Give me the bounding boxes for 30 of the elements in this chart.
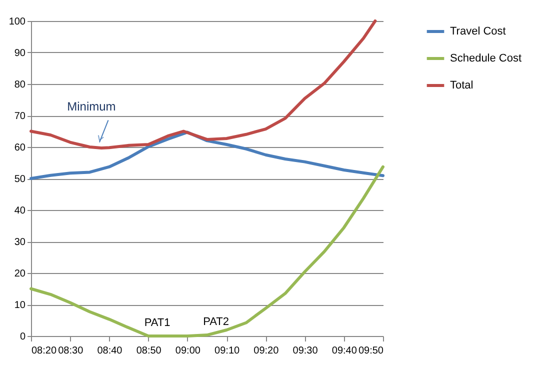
y-tick-label: 50 xyxy=(14,174,26,185)
x-tick-label: 09:50 xyxy=(358,346,384,356)
y-tick-label: 100 xyxy=(8,16,26,28)
x-tick-label: 09:40 xyxy=(332,346,358,356)
x-tick-label: 09:30 xyxy=(292,346,318,356)
y-tick-label: 10 xyxy=(14,300,26,311)
line-series xyxy=(30,130,384,180)
x-tick-label: 09:10 xyxy=(214,346,240,356)
y-tick-label: 0 xyxy=(20,332,26,342)
line-series xyxy=(30,20,377,150)
y-tick-label: 30 xyxy=(14,237,26,248)
annotation: PAT2 xyxy=(203,316,229,328)
legend-label: Schedule Cost xyxy=(450,52,522,64)
x-tick-label: 08:40 xyxy=(97,346,123,356)
x-tick-label: 09:20 xyxy=(254,346,280,356)
legend-label: Total xyxy=(450,80,474,92)
line-series xyxy=(30,165,384,338)
x-tick-label: 08:50 xyxy=(136,346,162,356)
annotation: Minimum xyxy=(67,99,116,114)
y-tick-label: 80 xyxy=(14,80,26,90)
y-tick-label: 60 xyxy=(14,142,26,154)
legend-label: Travel Cost xyxy=(450,26,506,38)
y-tick-label: 40 xyxy=(14,206,26,216)
x-tick-label: 09:00 xyxy=(175,346,201,356)
x-tick-label: 08:30 xyxy=(58,346,84,356)
annotation: PAT1 xyxy=(144,317,170,329)
y-tick-label: 70 xyxy=(14,111,26,122)
x-tick-label: 08:20 xyxy=(32,346,57,356)
y-tick-label: 90 xyxy=(14,48,26,59)
y-tick-label: 20 xyxy=(14,268,26,280)
